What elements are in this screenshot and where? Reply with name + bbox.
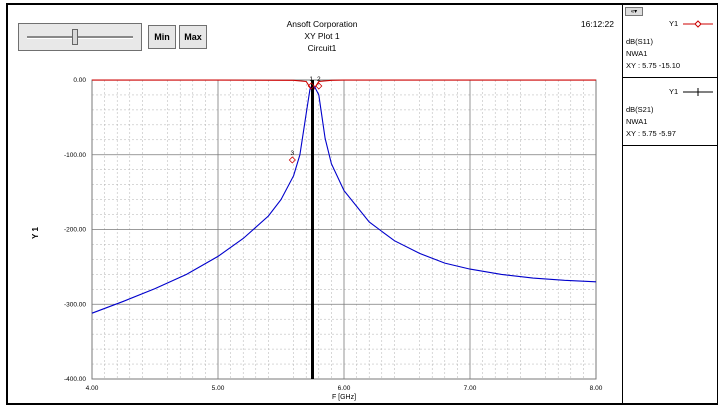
legend-axis-label: Y1: [669, 87, 679, 96]
marker-1: [307, 82, 315, 90]
legend-scroll-control[interactable]: «▾: [625, 7, 643, 16]
legend-axis-label: Y1: [669, 19, 679, 28]
x-tick-label: 6.00: [338, 385, 351, 392]
legend-panel: «▾ Y1 dB(S11) NWA1 XY : 5.75 -15.10 Y1 dB(S21…: [622, 5, 717, 403]
x-tick-label: 8.00: [590, 385, 603, 392]
series: [91, 79, 597, 314]
min-button[interactable]: Min: [148, 25, 176, 49]
markers: 1 2 3: [288, 76, 323, 379]
legend-readout: XY : 5.75 -15.10: [626, 61, 681, 70]
y-tick-label: -300.00: [64, 301, 86, 308]
x-tick-label: 4.00: [86, 385, 99, 392]
legend-swatch-plus-icon: [683, 88, 713, 96]
company-title: Ansoft Corporation: [286, 19, 358, 29]
slider-thumb[interactable]: [72, 29, 78, 45]
legend-swatch-diamond-icon: [683, 20, 713, 28]
marker-label-1: 1: [309, 76, 313, 83]
y-tick-label: 0.00: [73, 77, 86, 84]
y-tick-label: -200.00: [64, 227, 86, 234]
series-line-dbs11: [92, 79, 596, 93]
xy-plot-chart: 4.00 5.00 6.00 7.00 8.00 0.00 -100.00 -200.00 -3…: [31, 76, 603, 401]
axes: 4.00 5.00 6.00 7.00 8.00 0.00 -100.00 -200.00 -3…: [64, 77, 603, 392]
design-name: Circuit1: [307, 43, 337, 53]
x-tick-label: 5.00: [212, 385, 225, 392]
marker-label-3: 3: [291, 150, 295, 157]
x-axis-label: F [GHz]: [332, 394, 356, 401]
plot-window: Min Max Ansoft Corporation XY Plot 1 Cir…: [6, 3, 718, 405]
marker-label-2: 2: [317, 76, 321, 83]
legend-source-name: NWA1: [626, 117, 648, 126]
legend-trace-name: dB(S11): [626, 37, 653, 46]
plot-title: XY Plot 1: [304, 31, 340, 41]
zoom-slider[interactable]: [18, 23, 142, 51]
x-tick-label: 7.00: [464, 385, 477, 392]
max-button[interactable]: Max: [179, 25, 207, 49]
y-tick-label: -400.00: [64, 376, 86, 383]
y-axis-label: Y 1: [31, 227, 40, 239]
series-line-dbs21: [91, 83, 597, 314]
grid: [91, 79, 597, 380]
legend-divider: [623, 77, 717, 78]
legend-source-name: NWA1: [626, 49, 648, 58]
legend-divider: [623, 145, 717, 146]
slider-track: [27, 36, 133, 39]
legend-readout: XY : 5.75 -5.97: [626, 129, 676, 138]
y-tick-label: -100.00: [64, 152, 86, 159]
marker-2: [315, 82, 323, 90]
timestamp: 16:12:22: [580, 19, 614, 29]
marker-3: [288, 156, 296, 164]
legend-trace-name: dB(S21): [626, 105, 654, 114]
